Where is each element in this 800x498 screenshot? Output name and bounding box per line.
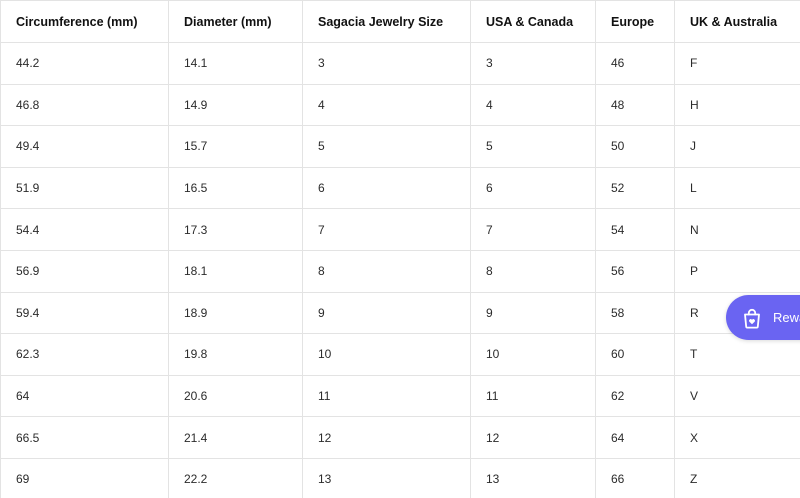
cell-europe: 62 bbox=[595, 374, 675, 418]
table-row: 62.3 19.8 10 10 60 T bbox=[0, 333, 800, 376]
header-europe: Europe bbox=[595, 0, 675, 43]
table-row: 56.9 18.1 8 8 56 P bbox=[0, 249, 800, 293]
table-body: 44.2 14.1 3 3 46 F 46.8 14.9 4 4 48 H 49.4 15.7 5 5 50 J 5… bbox=[0, 42, 800, 498]
cell-uk-australia: H bbox=[674, 83, 800, 127]
cell-circumference: 59.4 bbox=[0, 291, 169, 335]
cell-sagacia-size: 3 bbox=[302, 42, 471, 85]
table-header-row: Circumference (mm) Diameter (mm) Sagacia… bbox=[0, 0, 800, 43]
cell-usa-canada: 13 bbox=[470, 457, 596, 498]
cell-usa-canada: 9 bbox=[470, 291, 596, 335]
cell-sagacia-size: 13 bbox=[302, 457, 471, 498]
cell-diameter: 18.9 bbox=[168, 291, 303, 335]
cell-circumference: 44.2 bbox=[0, 42, 169, 85]
cell-uk-australia: V bbox=[674, 374, 800, 418]
table-row: 49.4 15.7 5 5 50 J bbox=[0, 125, 800, 168]
cell-europe: 52 bbox=[595, 166, 675, 210]
cell-sagacia-size: 4 bbox=[302, 83, 471, 127]
cell-circumference: 69 bbox=[0, 457, 169, 498]
cell-uk-australia: F bbox=[674, 42, 800, 85]
shopping-bag-heart-icon bbox=[739, 305, 765, 331]
table-row: 69 22.2 13 13 66 Z bbox=[0, 457, 800, 498]
cell-circumference: 54.4 bbox=[0, 208, 169, 251]
cell-usa-canada: 3 bbox=[470, 42, 596, 85]
header-circumference: Circumference (mm) bbox=[0, 0, 169, 43]
cell-uk-australia: X bbox=[674, 416, 800, 459]
cell-europe: 66 bbox=[595, 457, 675, 498]
rewards-label: Rewa bbox=[773, 310, 800, 325]
cell-diameter: 21.4 bbox=[168, 416, 303, 459]
cell-uk-australia: P bbox=[674, 249, 800, 293]
cell-usa-canada: 4 bbox=[470, 83, 596, 127]
table-row: 44.2 14.1 3 3 46 F bbox=[0, 42, 800, 85]
cell-diameter: 19.8 bbox=[168, 333, 303, 376]
cell-uk-australia: N bbox=[674, 208, 800, 251]
header-usa-canada: USA & Canada bbox=[470, 0, 596, 43]
cell-sagacia-size: 9 bbox=[302, 291, 471, 335]
cell-sagacia-size: 12 bbox=[302, 416, 471, 459]
cell-usa-canada: 8 bbox=[470, 249, 596, 293]
table-row: 54.4 17.3 7 7 54 N bbox=[0, 208, 800, 251]
table-row: 59.4 18.9 9 9 58 R bbox=[0, 291, 800, 335]
cell-uk-australia: J bbox=[674, 125, 800, 168]
cell-usa-canada: 6 bbox=[470, 166, 596, 210]
rewards-launcher-button[interactable]: Rewa bbox=[726, 295, 800, 340]
cell-diameter: 22.2 bbox=[168, 457, 303, 498]
table-row: 46.8 14.9 4 4 48 H bbox=[0, 83, 800, 127]
cell-sagacia-size: 7 bbox=[302, 208, 471, 251]
header-uk-australia: UK & Australia bbox=[674, 0, 800, 43]
table-row: 66.5 21.4 12 12 64 X bbox=[0, 416, 800, 459]
cell-usa-canada: 11 bbox=[470, 374, 596, 418]
header-sagacia-size: Sagacia Jewelry Size bbox=[302, 0, 471, 43]
cell-europe: 46 bbox=[595, 42, 675, 85]
cell-sagacia-size: 11 bbox=[302, 374, 471, 418]
cell-diameter: 14.9 bbox=[168, 83, 303, 127]
cell-diameter: 20.6 bbox=[168, 374, 303, 418]
cell-circumference: 62.3 bbox=[0, 333, 169, 376]
cell-diameter: 15.7 bbox=[168, 125, 303, 168]
cell-circumference: 49.4 bbox=[0, 125, 169, 168]
cell-circumference: 56.9 bbox=[0, 249, 169, 293]
cell-europe: 58 bbox=[595, 291, 675, 335]
table-row: 51.9 16.5 6 6 52 L bbox=[0, 166, 800, 210]
cell-sagacia-size: 8 bbox=[302, 249, 471, 293]
cell-europe: 60 bbox=[595, 333, 675, 376]
cell-circumference: 64 bbox=[0, 374, 169, 418]
cell-diameter: 17.3 bbox=[168, 208, 303, 251]
cell-usa-canada: 12 bbox=[470, 416, 596, 459]
cell-europe: 64 bbox=[595, 416, 675, 459]
header-diameter: Diameter (mm) bbox=[168, 0, 303, 43]
cell-uk-australia: Z bbox=[674, 457, 800, 498]
cell-usa-canada: 10 bbox=[470, 333, 596, 376]
cell-usa-canada: 5 bbox=[470, 125, 596, 168]
cell-europe: 48 bbox=[595, 83, 675, 127]
table-row: 64 20.6 11 11 62 V bbox=[0, 374, 800, 418]
cell-diameter: 18.1 bbox=[168, 249, 303, 293]
cell-sagacia-size: 10 bbox=[302, 333, 471, 376]
cell-uk-australia: L bbox=[674, 166, 800, 210]
cell-europe: 56 bbox=[595, 249, 675, 293]
cell-circumference: 51.9 bbox=[0, 166, 169, 210]
cell-diameter: 14.1 bbox=[168, 42, 303, 85]
cell-europe: 50 bbox=[595, 125, 675, 168]
cell-sagacia-size: 6 bbox=[302, 166, 471, 210]
cell-sagacia-size: 5 bbox=[302, 125, 471, 168]
cell-europe: 54 bbox=[595, 208, 675, 251]
cell-circumference: 66.5 bbox=[0, 416, 169, 459]
cell-usa-canada: 7 bbox=[470, 208, 596, 251]
cell-circumference: 46.8 bbox=[0, 83, 169, 127]
cell-diameter: 16.5 bbox=[168, 166, 303, 210]
